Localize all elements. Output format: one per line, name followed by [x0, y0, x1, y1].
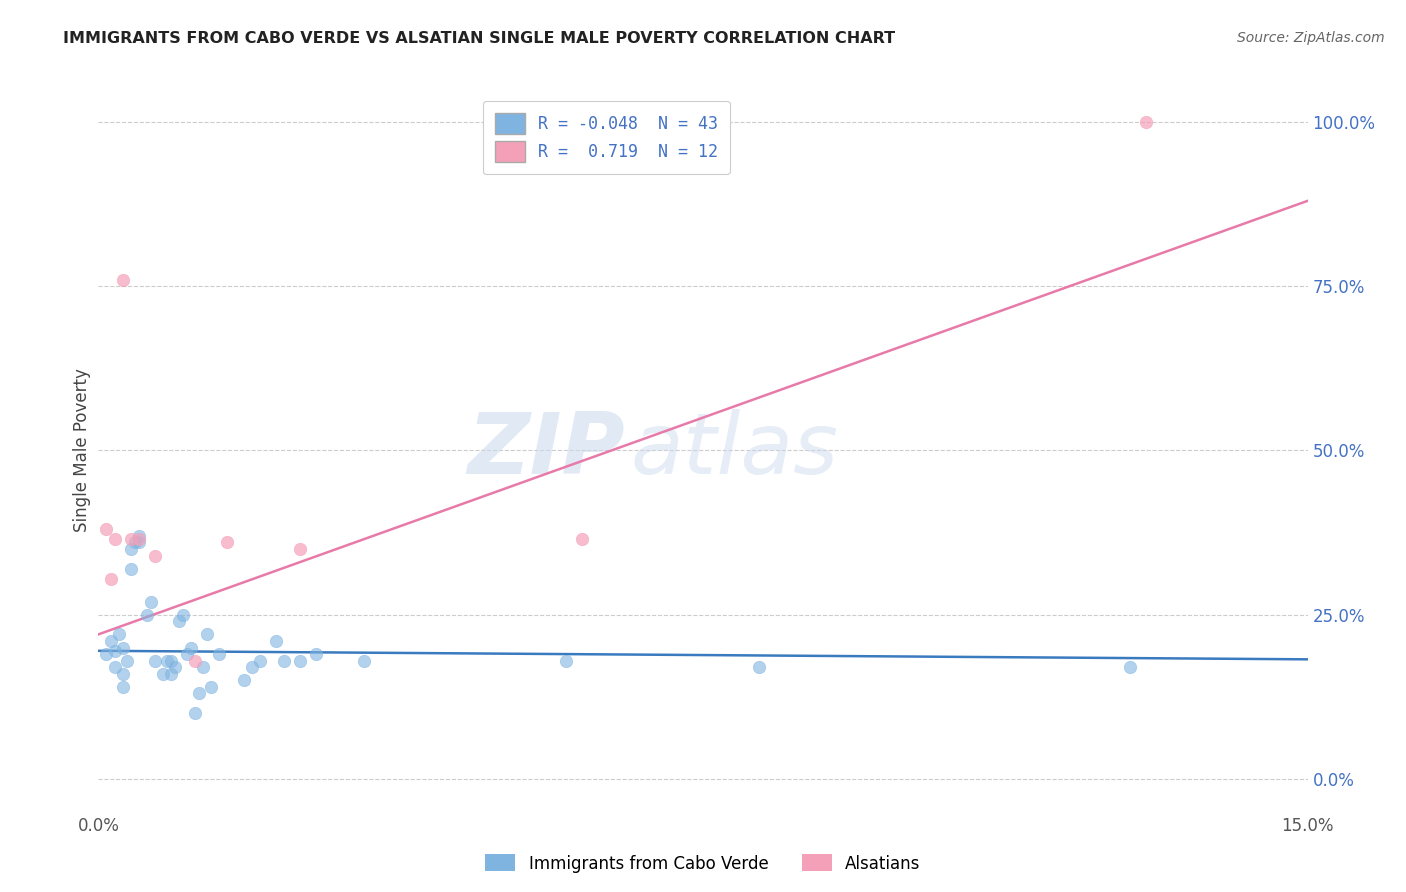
Point — [115, 654, 138, 668]
Point — [160, 654, 183, 668]
Point — [111, 680, 134, 694]
Point — [208, 647, 231, 661]
Point — [143, 654, 166, 668]
Point — [160, 666, 183, 681]
Point — [100, 634, 122, 648]
Point — [249, 654, 271, 668]
Point — [128, 535, 150, 549]
Point — [111, 640, 134, 655]
Point — [167, 614, 190, 628]
Point — [748, 660, 770, 674]
Point — [111, 666, 134, 681]
Point — [124, 535, 146, 549]
Point — [195, 627, 218, 641]
Point — [96, 522, 118, 536]
Legend: Immigrants from Cabo Verde, Alsatians: Immigrants from Cabo Verde, Alsatians — [479, 847, 927, 880]
Point — [107, 627, 129, 641]
Point — [200, 680, 222, 694]
Point — [232, 673, 254, 688]
Text: Source: ZipAtlas.com: Source: ZipAtlas.com — [1237, 31, 1385, 45]
Point — [156, 654, 179, 668]
Point — [152, 666, 174, 681]
Point — [120, 541, 142, 556]
Point — [163, 660, 186, 674]
Point — [128, 532, 150, 546]
Y-axis label: Single Male Poverty: Single Male Poverty — [73, 368, 91, 533]
Point — [111, 273, 134, 287]
Point — [128, 529, 150, 543]
Point — [100, 572, 122, 586]
Point — [571, 532, 593, 546]
Legend: R = -0.048  N = 43, R =  0.719  N = 12: R = -0.048 N = 43, R = 0.719 N = 12 — [482, 101, 730, 174]
Point — [1119, 660, 1142, 674]
Point — [176, 647, 198, 661]
Text: IMMIGRANTS FROM CABO VERDE VS ALSATIAN SINGLE MALE POVERTY CORRELATION CHART: IMMIGRANTS FROM CABO VERDE VS ALSATIAN S… — [63, 31, 896, 46]
Point — [103, 532, 125, 546]
Point — [103, 644, 125, 658]
Point — [139, 594, 162, 608]
Point — [188, 686, 211, 700]
Point — [353, 654, 375, 668]
Point — [264, 634, 287, 648]
Point — [184, 654, 207, 668]
Point — [240, 660, 263, 674]
Point — [193, 660, 215, 674]
Point — [135, 607, 157, 622]
Point — [305, 647, 328, 661]
Point — [180, 640, 202, 655]
Point — [143, 549, 166, 563]
Point — [172, 607, 194, 622]
Point — [217, 535, 239, 549]
Point — [1135, 115, 1157, 129]
Point — [555, 654, 578, 668]
Point — [273, 654, 295, 668]
Text: atlas: atlas — [630, 409, 838, 492]
Point — [103, 660, 125, 674]
Point — [288, 654, 311, 668]
Text: ZIP: ZIP — [467, 409, 624, 492]
Point — [120, 562, 142, 576]
Point — [120, 532, 142, 546]
Point — [288, 541, 311, 556]
Point — [184, 706, 207, 721]
Point — [96, 647, 118, 661]
